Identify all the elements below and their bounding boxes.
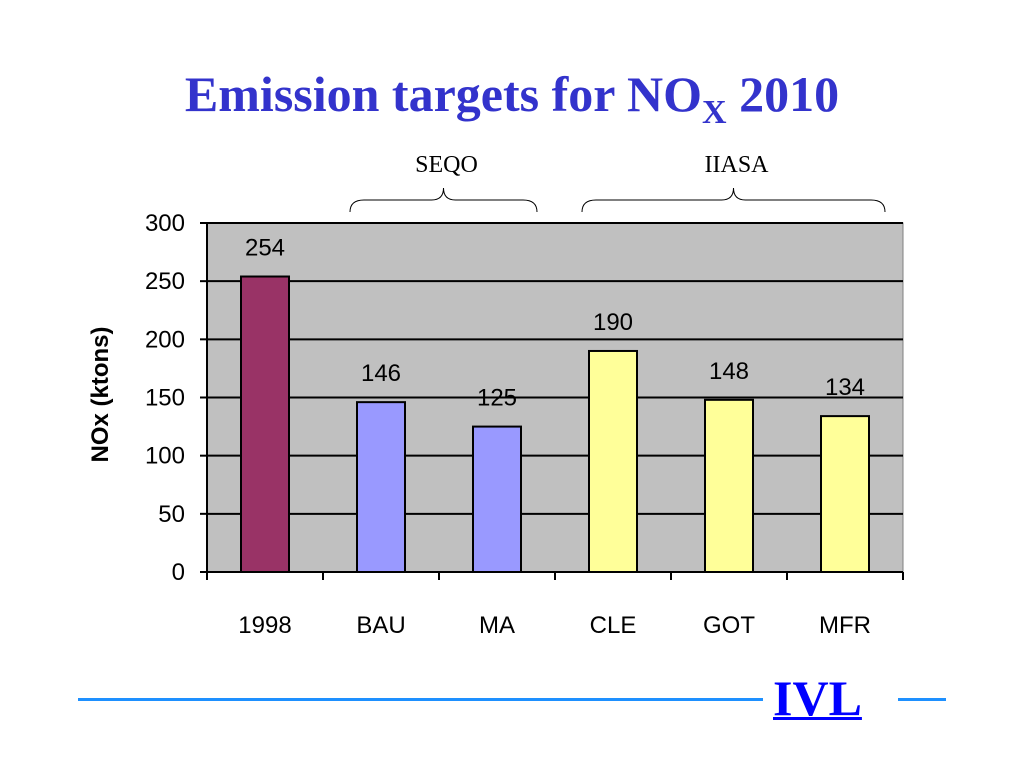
- y-axis-label: NOx (ktons): [87, 326, 114, 462]
- title-main: Emission targets for NO: [184, 66, 703, 122]
- bar-ma: [472, 425, 522, 574]
- data-label: 146: [361, 360, 401, 387]
- group-brace-iiasa: [581, 187, 886, 213]
- y-tick-label: 250: [145, 268, 185, 295]
- title-subscript: X: [702, 94, 727, 131]
- y-tick-label: 0: [172, 559, 185, 586]
- bar-1998: [240, 275, 290, 573]
- x-tick-label: MFR: [819, 612, 871, 639]
- bar-bau: [356, 401, 406, 573]
- x-tick-label: BAU: [356, 612, 405, 639]
- bar-mfr: [820, 415, 870, 574]
- y-tick-label: 300: [145, 210, 185, 237]
- y-tick-label: 200: [145, 326, 185, 353]
- y-tick-label: 50: [158, 501, 185, 528]
- data-label: 190: [593, 309, 633, 336]
- x-tick-label: MA: [479, 612, 515, 639]
- x-tick-label: 1998: [238, 612, 291, 639]
- group-brace-seqo: [349, 187, 538, 213]
- y-tick-label: 100: [145, 443, 185, 470]
- slide-title: Emission targets for NOX 2010: [0, 64, 1024, 130]
- x-tick-label: CLE: [590, 612, 637, 639]
- group-label-iiasa: IIASA: [705, 152, 770, 178]
- x-tick-label: GOT: [703, 612, 755, 639]
- footer-rule-right: [898, 698, 946, 701]
- group-label-seqo: SEQO: [415, 152, 478, 178]
- bar-got: [704, 398, 754, 573]
- ivl-logo: IVL: [773, 670, 862, 726]
- data-label: 134: [825, 374, 865, 401]
- y-tick-label: 150: [145, 385, 185, 412]
- footer-rule-left: [78, 698, 763, 701]
- title-suffix: 2010: [726, 66, 840, 122]
- data-label: 125: [477, 385, 517, 412]
- data-label: 148: [709, 358, 749, 385]
- bar-cle: [588, 349, 638, 574]
- data-label: 254: [245, 235, 285, 262]
